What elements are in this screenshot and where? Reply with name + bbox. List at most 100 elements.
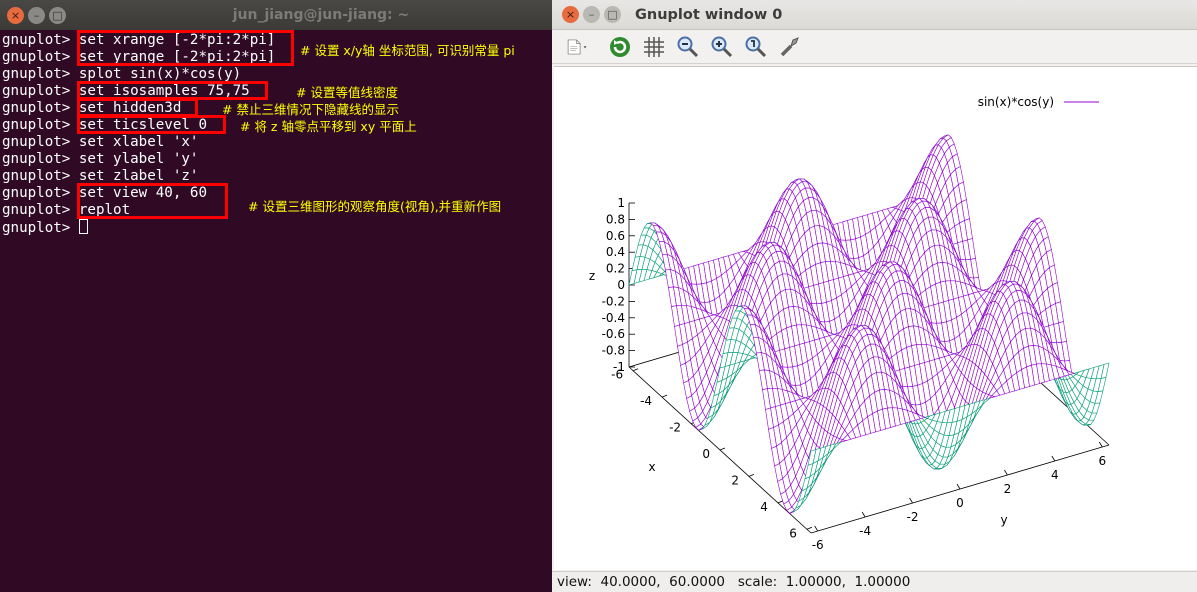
terminal-titlebar: × – □ jun_jiang@jun-jiang: ~ [0, 0, 552, 30]
replot-icon[interactable] [608, 35, 632, 59]
zoom-fit-icon[interactable] [744, 35, 768, 59]
terminal-line: gnuplot> [2, 219, 552, 236]
z-axis-label: z [589, 269, 595, 283]
z-tick-label: 0.2 [606, 262, 625, 276]
y-tick-label: -6 [812, 538, 824, 552]
prompt: gnuplot> [2, 134, 79, 150]
x-tick [777, 500, 784, 504]
z-tick-label: -0.6 [602, 327, 625, 341]
highlight-view [77, 183, 228, 219]
x-tick-label: 6 [789, 526, 797, 540]
annotation-isosamples: # 设置等值线密度 [296, 85, 398, 100]
z-tick-label: -0.4 [602, 311, 625, 325]
terminal-line: gnuplot> set hidden3d [2, 100, 552, 117]
y-tick-label: 6 [1098, 454, 1106, 468]
surface-cell [807, 449, 817, 466]
terminal-title: jun_jiang@jun-jiang: ~ [232, 7, 410, 23]
surface-plot: 10.80.60.40.20-0.2-0.4-0.6-0.8-1-6-4-202… [589, 95, 1110, 552]
prompt: gnuplot> [2, 151, 79, 167]
terminal-line: gnuplot> set ylabel 'y' [2, 151, 552, 168]
y-tick [956, 483, 961, 490]
annotation-view: # 设置三维图形的观察角度(视角),并重新作图 [248, 199, 502, 214]
z-tick-label: 1 [617, 196, 625, 210]
prompt: gnuplot> [2, 83, 79, 99]
y-tick-label: 0 [956, 496, 964, 510]
prompt: gnuplot> [2, 100, 79, 116]
terminal-line: gnuplot> set xlabel 'x' [2, 134, 552, 151]
z-tick-label: -1 [613, 360, 625, 374]
plot-area[interactable]: 1 0.8 0.6 0.4 0.2 0 -0.2 -0.4 -0.6 -0.8 -1 -6 -4 -2 0 2… [554, 66, 1197, 570]
x-tick-label: -6 [611, 368, 623, 382]
z-tick-label: -0.2 [602, 294, 625, 308]
zoom-in-icon[interactable] [710, 35, 734, 59]
y-tick [1004, 469, 1008, 476]
settings-icon[interactable] [778, 35, 802, 59]
grid-icon[interactable] [642, 35, 666, 59]
export-icon[interactable] [566, 35, 590, 59]
x-tick-label: 4 [760, 500, 768, 514]
y-axis-label: y [1000, 513, 1007, 527]
command-text: set ticslevel 0 [78, 117, 207, 133]
annotation-range: # 设置 x/y轴 坐标范围, 可识别常量 pi [300, 43, 515, 58]
command-text: set zlabel 'z' [78, 168, 199, 184]
z-tick-label: -0.8 [602, 344, 625, 358]
prompt: gnuplot> [2, 66, 79, 82]
legend-label: sin(x)*cos(y) [978, 95, 1054, 109]
terminal-output[interactable]: gnuplot> set xrange [-2*pi:2*pi] gnuplot>… [0, 30, 552, 236]
gnuplot-titlebar: × – □ Gnuplot window 0 [552, 0, 1197, 30]
terminal-window: × – □ jun_jiang@jun-jiang: ~ gnuplot> se… [0, 0, 552, 592]
y-tick-label: -2 [907, 510, 919, 524]
gnuplot-window: × – □ Gnuplot window 0 1 0.8 0.6 0.4 0.2 0 -0.… [552, 0, 1197, 592]
highlight-range [77, 30, 294, 66]
prompt: gnuplot> [2, 185, 79, 201]
close-icon[interactable]: × [7, 6, 24, 24]
prompt: gnuplot> [2, 49, 79, 65]
minimize-icon[interactable]: – [583, 6, 600, 23]
command-text: set hidden3d [78, 100, 182, 116]
gnuplot-title: Gnuplot window 0 [635, 6, 783, 23]
z-tick-label: 0.4 [606, 245, 625, 259]
command-text: set ylabel 'y' [78, 151, 199, 167]
x-tick [806, 526, 813, 530]
close-icon[interactable]: × [562, 6, 579, 23]
y-tick [814, 525, 819, 532]
prompt: gnuplot> [2, 168, 79, 184]
x-tick-label: 0 [702, 447, 710, 461]
command-text: set isosamples 75,75 [78, 83, 250, 99]
z-tick-label: 0.8 [606, 212, 625, 226]
terminal-line: gnuplot> splot sin(x)*cos(y) [2, 66, 552, 83]
x-tick [661, 394, 668, 398]
y-tick [909, 497, 913, 504]
command-text: set yrange [-2*pi:2*pi] [78, 49, 276, 65]
surface-mesh [628, 134, 1110, 514]
y-tick-label: 4 [1051, 468, 1059, 482]
command-text: set xlabel 'x' [78, 134, 199, 150]
command-text: replot [78, 202, 131, 218]
x-tick [719, 447, 726, 451]
prompt: gnuplot> [2, 32, 79, 48]
x-tick-label: -4 [640, 394, 652, 408]
status-bar: view: 40.0000, 60.0000 scale: 1.00000, 1… [552, 571, 1197, 592]
terminal-line: gnuplot> set ticslevel 0 [2, 117, 552, 134]
maximize-icon[interactable]: □ [49, 6, 66, 24]
prompt: gnuplot> [2, 117, 79, 133]
command-text: set view 40, 60 [78, 185, 207, 201]
text-cursor [78, 219, 88, 234]
z-tick-label: 0 [617, 278, 625, 292]
terminal-line: gnuplot> set zlabel 'z' [2, 168, 552, 185]
z-tick-label: 0.6 [606, 229, 625, 243]
prompt: gnuplot> [2, 202, 79, 218]
terminal-line: gnuplot> set xrange [-2*pi:2*pi] [2, 32, 552, 49]
x-tick [748, 474, 755, 477]
terminal-line: gnuplot> set yrange [-2*pi:2*pi] [2, 49, 552, 66]
x-tick-label: -2 [669, 421, 681, 435]
prompt: gnuplot> [2, 220, 79, 236]
x-axis-label: x [648, 460, 655, 474]
y-tick-label: -4 [859, 524, 871, 538]
y-tick [1098, 441, 1103, 448]
minimize-icon[interactable]: – [28, 6, 45, 24]
annotation-hidden3d: # 禁止三维情况下隐藏线的显示 [222, 102, 399, 117]
y-tick [861, 511, 866, 518]
maximize-icon[interactable]: □ [604, 6, 621, 23]
zoom-out-icon[interactable] [676, 35, 700, 59]
